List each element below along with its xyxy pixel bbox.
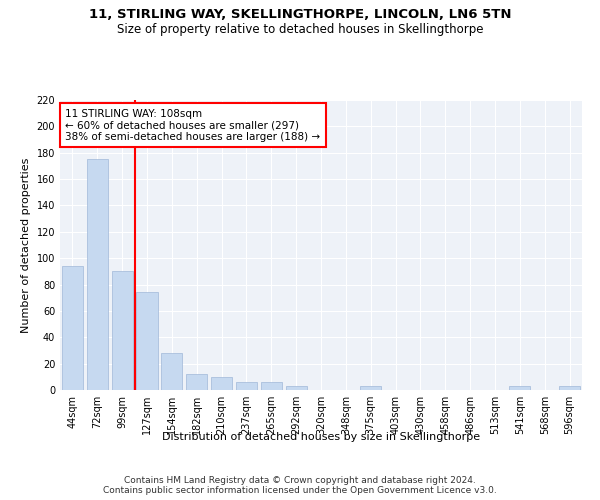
Y-axis label: Number of detached properties: Number of detached properties [21, 158, 31, 332]
Bar [559, 386, 580, 390]
Bar [261, 382, 282, 390]
Bar [236, 382, 257, 390]
Text: Contains HM Land Registry data © Crown copyright and database right 2024.
Contai: Contains HM Land Registry data © Crown c… [103, 476, 497, 495]
Bar [186, 374, 207, 390]
Bar [112, 272, 133, 390]
Bar [161, 353, 182, 390]
Bar [62, 266, 83, 390]
Text: 11, STIRLING WAY, SKELLINGTHORPE, LINCOLN, LN6 5TN: 11, STIRLING WAY, SKELLINGTHORPE, LINCOL… [89, 8, 511, 20]
Text: 11 STIRLING WAY: 108sqm
← 60% of detached houses are smaller (297)
38% of semi-d: 11 STIRLING WAY: 108sqm ← 60% of detache… [65, 108, 320, 142]
Text: Size of property relative to detached houses in Skellingthorpe: Size of property relative to detached ho… [117, 22, 483, 36]
Bar [509, 386, 530, 390]
Bar [87, 160, 108, 390]
Bar [286, 386, 307, 390]
Text: Distribution of detached houses by size in Skellingthorpe: Distribution of detached houses by size … [162, 432, 480, 442]
Bar [360, 386, 381, 390]
Bar [211, 377, 232, 390]
Bar [136, 292, 158, 390]
